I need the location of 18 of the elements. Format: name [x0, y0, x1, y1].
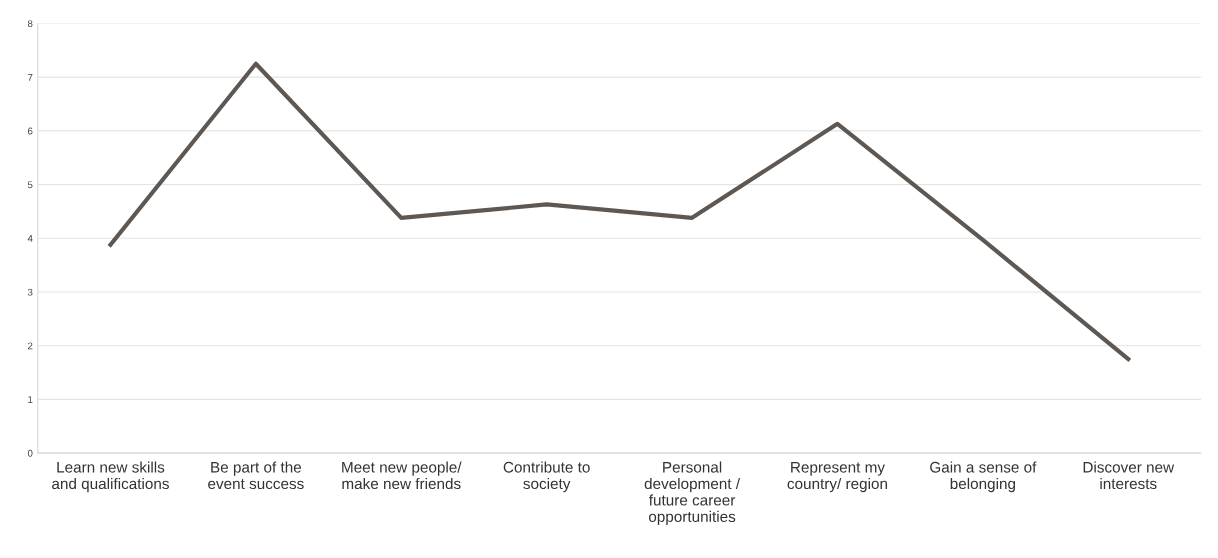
x-tick-label: Gain a sense of belonging	[930, 461, 1037, 493]
y-tick-label: 2	[27, 342, 33, 350]
x-tick-label: Contribute to society	[503, 461, 590, 493]
y-tick-label: 0	[27, 449, 33, 457]
x-tick-label: Meet new people/ make new friends	[342, 461, 462, 490]
line-series	[108, 61, 1131, 362]
x-tick-label: Represent my country/ region	[787, 461, 887, 493]
y-tick-label: 3	[27, 288, 33, 296]
x-tick-label: Be part of the event success	[208, 461, 304, 490]
x-tick-label: Personal development / future career opportunities	[644, 461, 741, 526]
x-tick-label: Learn new skills and qualifications	[52, 461, 169, 493]
y-tick-label: 4	[27, 235, 33, 242]
y-tick-label: 7	[27, 73, 33, 81]
y-tick-label: 8	[27, 20, 33, 28]
x-tick-label: Discover new interests	[1083, 461, 1175, 490]
y-tick-label: 1	[28, 396, 33, 403]
y-tick-label: 6	[27, 127, 33, 135]
y-tick-label: 5	[27, 181, 33, 189]
